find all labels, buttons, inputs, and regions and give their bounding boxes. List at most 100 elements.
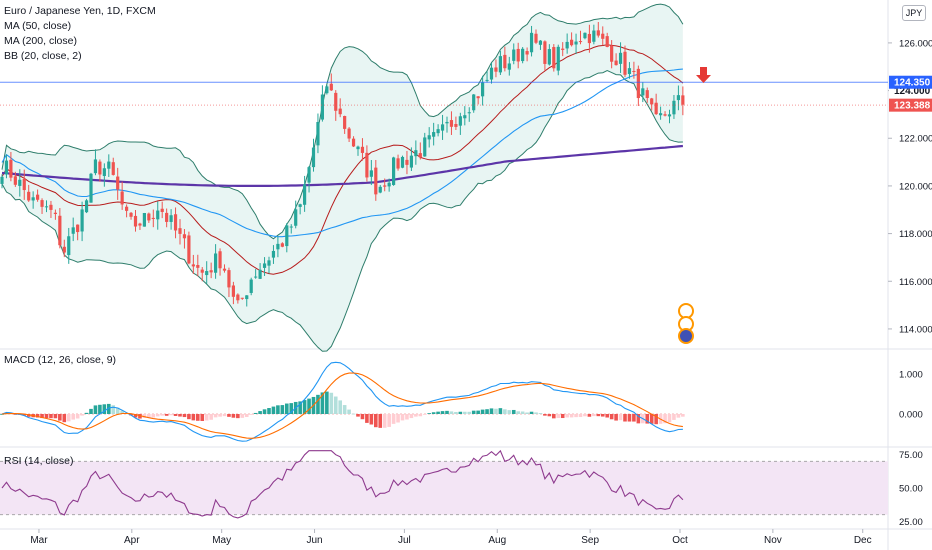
macd-histogram-bar — [565, 414, 569, 418]
rsi-title[interactable]: RSI (14, close) — [4, 455, 74, 467]
macd-histogram-bar — [645, 414, 650, 424]
candle-body — [236, 294, 240, 301]
macd-histogram-bar — [578, 414, 583, 417]
candle-body — [294, 209, 298, 226]
candle-body — [538, 40, 543, 45]
symbol-title[interactable]: Euro / Japanese Yen, 1D, FXCM — [4, 5, 156, 17]
bb-lower-line — [1, 70, 683, 352]
candle-body — [369, 170, 373, 177]
macd-histogram-bar — [289, 403, 294, 414]
macd-histogram-bar — [111, 405, 116, 414]
month-label: Dec — [854, 535, 872, 546]
candle-body — [44, 206, 49, 208]
macd-signal-line — [1, 372, 683, 439]
macd-histogram-bar — [325, 391, 329, 414]
macd-histogram-bar — [249, 414, 253, 415]
candle-body — [414, 150, 418, 157]
candle-body — [160, 208, 164, 212]
candle-body — [276, 243, 280, 250]
candle-body — [641, 88, 645, 96]
macd-tick-label: 1.000 — [899, 370, 923, 381]
macd-histogram-bar — [236, 414, 240, 419]
macd-histogram-bar — [285, 403, 289, 414]
candle-body — [98, 161, 102, 175]
macd-histogram-bar — [244, 414, 249, 417]
macd-histogram-bar — [369, 414, 374, 425]
candle-body — [271, 250, 276, 258]
currency-badge[interactable]: JPY — [902, 5, 926, 21]
ma50-line — [1, 68, 683, 238]
candle-body — [534, 33, 538, 43]
macd-histogram-bar — [173, 414, 178, 416]
candle-body — [182, 234, 187, 239]
candle-body — [338, 108, 342, 115]
macd-histogram-bar — [605, 414, 609, 418]
macd-histogram-bar — [26, 414, 31, 417]
candle-body — [432, 132, 436, 137]
ma200-legend[interactable]: MA (200, close) — [4, 35, 77, 47]
macd-histogram-bar — [253, 412, 258, 414]
candle-body — [222, 268, 227, 271]
candle-body — [659, 113, 663, 116]
macd-histogram-bar — [458, 411, 463, 414]
rsi-tick-label: 25.00 — [899, 517, 923, 528]
macd-histogram-bar — [382, 414, 387, 428]
candle-body — [396, 158, 400, 169]
candle-body — [458, 116, 462, 126]
candle-body — [76, 224, 80, 233]
bb-legend[interactable]: BB (20, close, 2) — [4, 50, 82, 62]
macd-histogram-bar — [262, 409, 267, 414]
candle-body — [374, 167, 378, 195]
candle-body — [556, 46, 560, 71]
macd-histogram-bar — [142, 414, 147, 418]
candle-body — [440, 124, 445, 131]
candle-body — [267, 260, 271, 266]
macd-histogram-bar — [681, 414, 685, 417]
macd-histogram-bar — [71, 414, 75, 420]
macd-histogram-bar — [169, 414, 173, 416]
candle-body — [151, 217, 155, 219]
macd-histogram-bar — [138, 414, 142, 419]
macd-histogram-bar — [271, 406, 276, 414]
candle-body — [409, 155, 413, 168]
macd-histogram-bar — [525, 412, 529, 414]
candle-body — [258, 269, 262, 279]
candle-body — [614, 60, 618, 66]
candle-body — [529, 32, 534, 53]
candle-body — [436, 129, 440, 134]
macd-histogram-bar — [53, 414, 58, 419]
candle-body — [165, 212, 169, 222]
candle-body — [481, 82, 485, 97]
macd-histogram-bar — [133, 414, 138, 418]
candle-body — [142, 213, 146, 227]
macd-histogram-bar — [409, 414, 414, 419]
candle-body — [58, 215, 62, 246]
candle-body — [570, 39, 574, 46]
macd-histogram-bar — [231, 414, 236, 418]
candle-body — [67, 236, 71, 256]
candle-body — [650, 98, 654, 105]
candle-body — [13, 176, 17, 185]
macd-histogram-bar — [160, 414, 164, 416]
candle-body — [102, 168, 106, 177]
ma50-legend[interactable]: MA (50, close) — [4, 20, 72, 32]
macd-title[interactable]: MACD (12, 26, close, 9) — [4, 354, 117, 366]
macd-histogram-bar — [667, 414, 672, 423]
candle-body — [427, 135, 431, 140]
macd-histogram-bar — [636, 414, 641, 424]
macd-histogram-bar — [623, 414, 627, 422]
macd-histogram-bar — [44, 414, 49, 419]
macd-histogram-bar — [676, 414, 681, 418]
candle-body — [107, 161, 111, 169]
bb-basis-line — [1, 44, 684, 275]
candle-body — [365, 152, 369, 178]
month-label: Mar — [30, 535, 48, 546]
candle-body — [663, 114, 667, 116]
macd-histogram-bar — [66, 414, 71, 422]
candle-body — [498, 56, 502, 73]
candle-body — [485, 79, 489, 81]
candle-body — [249, 279, 253, 293]
macd-histogram-bar — [649, 414, 654, 424]
price-tag-last-box — [889, 98, 932, 112]
